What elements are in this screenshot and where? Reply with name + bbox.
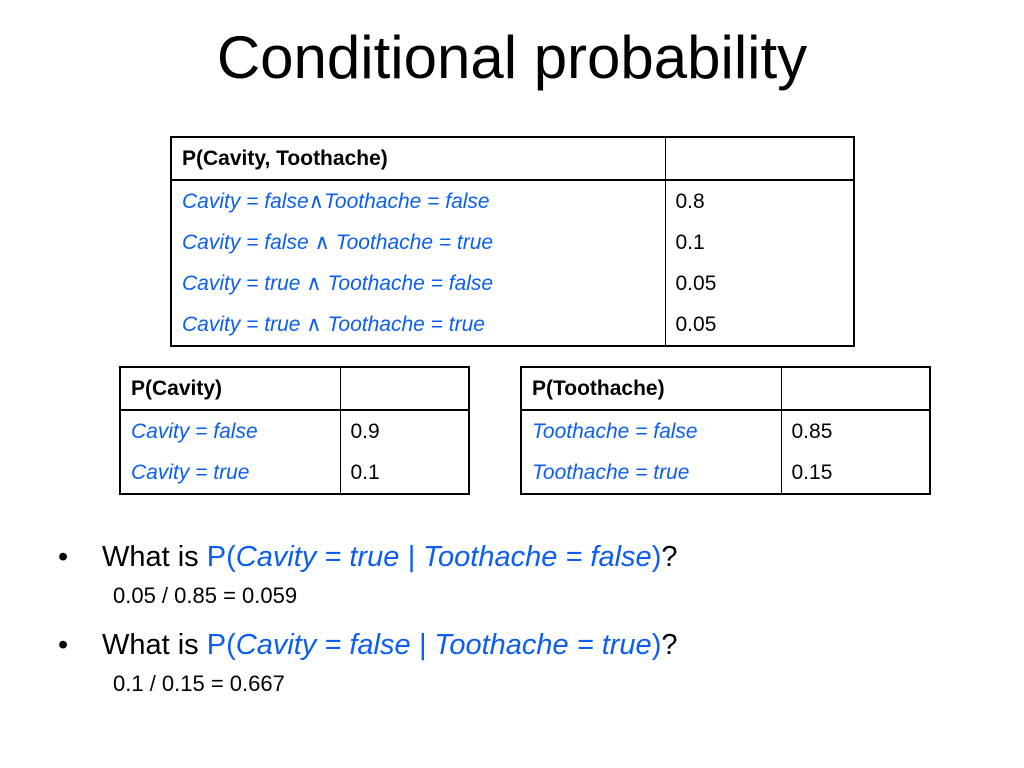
table-header-empty xyxy=(339,367,469,411)
question-prefix: What is xyxy=(102,541,207,573)
slide-title: Conditional probability xyxy=(216,24,808,91)
table-row: Cavity = true ∧ Toothache = false 0.05 xyxy=(171,263,854,304)
table-header: P(Toothache) xyxy=(521,367,781,411)
bullet-icon: • xyxy=(58,629,69,661)
probability-cell: 0.8 xyxy=(664,180,854,222)
probability-cell: 0.05 xyxy=(664,304,854,346)
joint-probability-table: P(Cavity, Toothache) Cavity = false∧Toot… xyxy=(170,136,855,347)
probability-cell: 0.1 xyxy=(339,452,469,494)
cavity-probability-table: P(Cavity) Cavity = false 0.9 Cavity = tr… xyxy=(119,366,470,495)
table-row: Toothache = false 0.85 xyxy=(521,410,930,452)
probability-cell: 0.85 xyxy=(780,410,930,452)
question-list: • What is P(Cavity = true | Toothache = … xyxy=(58,535,998,711)
table-header: P(Cavity) xyxy=(120,367,340,411)
table-header-empty xyxy=(664,137,854,181)
event-cell: Cavity = true ∧ Toothache = true xyxy=(182,313,485,336)
table-row: Toothache = true 0.15 xyxy=(521,452,930,494)
table-header-row: P(Cavity) xyxy=(120,367,469,411)
table-header: P(Cavity, Toothache) xyxy=(171,137,665,181)
event-cell: Cavity = false ∧ Toothache = true xyxy=(182,231,494,254)
table-row: Cavity = false∧Toothache = false 0.8 xyxy=(171,180,854,222)
event-cell: Cavity = true ∧ Toothache = false xyxy=(182,272,494,295)
event-cell: Toothache = true xyxy=(532,460,690,484)
table-row: Cavity = false 0.9 xyxy=(120,410,469,452)
question-expression: P(Cavity = false | Toothache = true) xyxy=(206,629,662,661)
answer-text: 0.05 / 0.85 = 0.059 xyxy=(113,583,298,608)
table-header-empty xyxy=(780,367,930,411)
table-row: Cavity = true 0.1 xyxy=(120,452,469,494)
event-cell: Cavity = true xyxy=(131,460,250,484)
event-cell: Cavity = false∧Toothache = false xyxy=(182,190,490,213)
question-suffix: ? xyxy=(661,541,678,573)
answer-text: 0.1 / 0.15 = 0.667 xyxy=(113,671,285,696)
toothache-probability-table: P(Toothache) Toothache = false 0.85 Toot… xyxy=(520,366,931,495)
probability-cell: 0.9 xyxy=(339,410,469,452)
question-prefix: What is xyxy=(102,629,207,661)
question-expression: P(Cavity = true | Toothache = false) xyxy=(206,541,662,573)
question-suffix: ? xyxy=(661,629,678,661)
question-item: • What is P(Cavity = true | Toothache = … xyxy=(58,535,998,579)
event-cell: Cavity = false xyxy=(131,419,258,443)
question-item: • What is P(Cavity = false | Toothache =… xyxy=(58,623,998,667)
table-row: Cavity = false ∧ Toothache = true 0.1 xyxy=(171,222,854,263)
table-header-row: P(Cavity, Toothache) xyxy=(171,137,854,181)
probability-cell: 0.05 xyxy=(664,263,854,304)
event-cell: Toothache = false xyxy=(532,419,698,443)
table-header-row: P(Toothache) xyxy=(521,367,930,411)
probability-cell: 0.1 xyxy=(664,222,854,263)
table-row: Cavity = true ∧ Toothache = true 0.05 xyxy=(171,304,854,346)
probability-cell: 0.15 xyxy=(780,452,930,494)
bullet-icon: • xyxy=(58,541,69,573)
